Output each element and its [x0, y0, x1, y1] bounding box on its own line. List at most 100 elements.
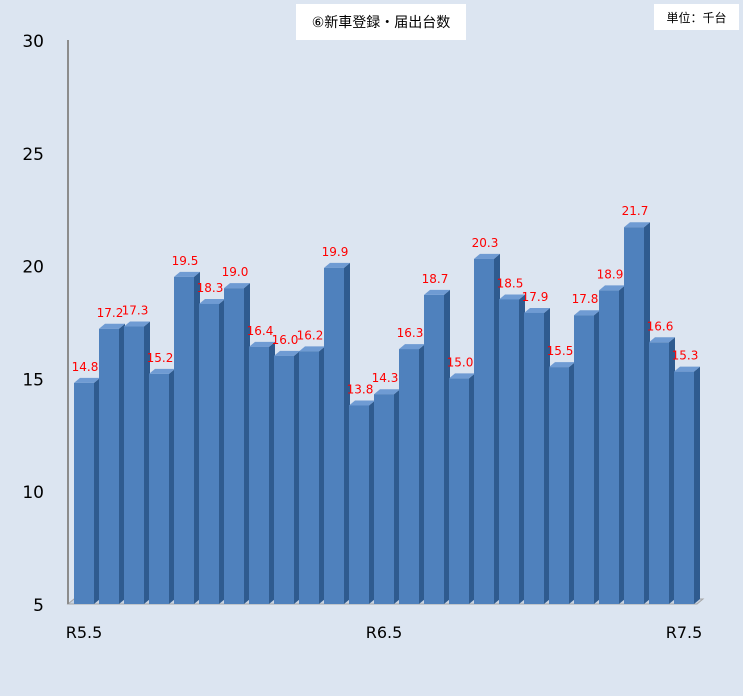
bar-side	[394, 389, 400, 604]
data-label: 16.2	[297, 328, 324, 342]
bar-side	[319, 346, 325, 604]
bar-side	[94, 377, 100, 604]
data-label: 13.8	[347, 382, 374, 396]
y-tick-label: 10	[22, 483, 44, 503]
y-tick-label: 5	[33, 596, 44, 616]
data-label: 18.7	[422, 272, 449, 286]
data-label: 18.9	[597, 267, 624, 281]
bar-side	[269, 341, 275, 604]
bar-top	[474, 253, 500, 259]
bar-side	[194, 271, 200, 604]
bar-top	[249, 341, 275, 347]
bar-side	[669, 337, 675, 604]
data-label: 20.3	[472, 236, 499, 250]
bar	[624, 227, 644, 605]
bar	[574, 315, 594, 604]
data-label: 15.3	[672, 349, 699, 363]
bar-top	[424, 289, 450, 295]
bar	[74, 382, 94, 604]
bar-top	[274, 350, 300, 356]
bar	[274, 355, 294, 604]
data-label: 17.9	[522, 290, 549, 304]
bar-top	[524, 307, 550, 313]
bar-top	[349, 400, 375, 406]
bar-top	[374, 389, 400, 395]
bar-top	[399, 344, 425, 350]
bar	[299, 351, 319, 604]
bar	[524, 312, 544, 604]
bar	[499, 299, 519, 604]
bar-side	[369, 400, 375, 604]
bar-side	[544, 307, 550, 604]
bar-side	[519, 294, 525, 604]
y-tick-label: 15	[22, 370, 44, 390]
bar-side	[469, 373, 475, 604]
bar-top	[624, 222, 650, 228]
bar-side	[419, 344, 425, 604]
bar-top	[649, 337, 675, 343]
bar	[449, 378, 469, 604]
bar-top	[324, 262, 350, 268]
data-label: 17.3	[122, 304, 149, 318]
data-label: 18.5	[497, 276, 524, 290]
data-label: 19.0	[222, 265, 249, 279]
bar-side	[219, 298, 225, 604]
bar	[549, 367, 569, 604]
bar	[399, 349, 419, 604]
bar	[474, 258, 494, 604]
bar-top	[599, 285, 625, 291]
bar	[199, 303, 219, 604]
bar	[649, 342, 669, 604]
bar	[349, 405, 369, 604]
bar-side	[244, 283, 250, 604]
bar-side	[119, 323, 125, 604]
y-tick-label: 25	[22, 145, 44, 165]
bar-top	[174, 271, 200, 277]
bar	[599, 290, 619, 604]
data-label: 14.8	[72, 360, 99, 374]
y-tick-label: 20	[22, 258, 44, 278]
x-tick-label: R6.5	[366, 623, 403, 642]
bar-top	[449, 373, 475, 379]
data-label: 18.3	[197, 281, 224, 295]
bar-side	[169, 368, 175, 604]
bar-side	[644, 222, 650, 605]
bar-side	[494, 253, 500, 604]
bar-top	[149, 368, 175, 374]
bar-top	[124, 321, 150, 327]
bar-side	[619, 285, 625, 604]
data-label: 21.7	[622, 204, 649, 218]
data-label: 15.5	[547, 344, 574, 358]
bar-side	[144, 321, 150, 604]
x-tick-label: R5.5	[66, 623, 103, 642]
bar-side	[594, 310, 600, 604]
bar-top	[574, 310, 600, 316]
bar-top	[674, 366, 700, 372]
data-label: 16.3	[397, 326, 424, 340]
data-label: 14.3	[372, 371, 399, 385]
bar-side	[294, 350, 300, 604]
data-label: 15.2	[147, 351, 174, 365]
bar	[124, 326, 144, 604]
bar	[424, 294, 444, 604]
unit-label: 単位：千台	[654, 4, 739, 30]
bar-top	[74, 377, 100, 383]
bar	[224, 288, 244, 604]
bar-top	[549, 362, 575, 368]
bar-top	[199, 298, 225, 304]
data-label: 16.6	[647, 319, 674, 333]
y-tick-label: 30	[22, 32, 44, 52]
bar	[674, 371, 694, 604]
bar-top	[299, 346, 325, 352]
data-label: 17.8	[572, 292, 599, 306]
data-label: 17.2	[97, 306, 124, 320]
data-label: 19.9	[322, 245, 349, 259]
data-label: 16.0	[272, 333, 299, 347]
bar	[324, 267, 344, 604]
bar-top	[224, 283, 250, 289]
bar-side	[569, 362, 575, 604]
bar-side	[444, 289, 450, 604]
bar	[99, 328, 119, 604]
